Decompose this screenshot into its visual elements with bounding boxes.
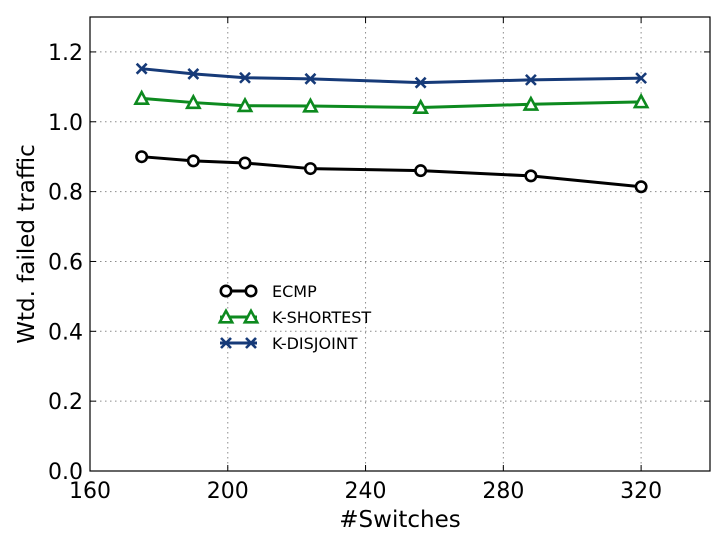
legend-marker-k-disjoint (245, 337, 257, 349)
plot-frame (89, 16, 711, 472)
legend-marker-ecmp (219, 284, 233, 298)
data-point-ecmp (238, 156, 252, 170)
y-tick-label: 1.2 (48, 41, 83, 66)
x-tick-label: 160 (69, 479, 111, 504)
legend-item-ecmp: ECMP (219, 282, 317, 301)
data-point-k-shortest (184, 93, 202, 110)
data-point-k-disjoint (304, 72, 317, 85)
y-axis-title: Wtd. failed traffic (14, 144, 40, 343)
data-point-ecmp (303, 162, 317, 176)
y-tick-label: 0.4 (48, 320, 83, 345)
legend-label-k-shortest: K-SHORTEST (272, 308, 371, 327)
x-tick-label: 280 (482, 479, 524, 504)
data-point-k-shortest (133, 89, 151, 105)
data-point-k-disjoint (414, 76, 427, 89)
legend: ECMP K-SHORTEST K-DISJOINT (217, 282, 371, 353)
legend-label-k-disjoint: K-DISJOINT (272, 334, 358, 353)
legend-item-k-shortest: K-SHORTEST (217, 308, 371, 327)
data-point-ecmp (414, 164, 428, 178)
legend-marker-k-shortest (242, 308, 260, 324)
data-point-k-shortest (632, 92, 650, 109)
data-point-k-disjoint (524, 73, 537, 86)
data-point-k-disjoint (239, 71, 251, 84)
data-point-k-shortest (522, 95, 540, 111)
legend-label-ecmp: ECMP (272, 282, 317, 301)
series-k-shortest (133, 89, 650, 115)
x-axis-title: #Switches (339, 507, 460, 533)
legend-marker-ecmp (244, 284, 258, 298)
data-point-k-shortest (302, 97, 319, 113)
legend-marker-k-shortest (217, 308, 235, 324)
legend-item-k-disjoint: K-DISJOINT (220, 334, 358, 353)
axis-ticks: 160 200 240 280 320 0.0 0.2 0.4 0.6 0.8 1.0 1.2 (48, 17, 710, 504)
y-tick-label: 0.6 (48, 250, 83, 275)
data-point-ecmp (135, 150, 149, 164)
y-tick-label: 0.0 (48, 460, 83, 485)
data-point-k-disjoint (187, 68, 200, 80)
x-tick-label: 320 (620, 479, 662, 504)
x-tick-label: 240 (345, 479, 387, 504)
y-tick-label: 0.8 (48, 181, 83, 206)
data-point-ecmp (634, 180, 648, 194)
data-point-k-disjoint (135, 62, 148, 75)
legend-marker-k-disjoint (220, 337, 232, 349)
x-tick-label: 200 (207, 479, 249, 504)
data-point-k-shortest (412, 98, 430, 115)
data-point-ecmp (524, 169, 538, 183)
plot-area (133, 62, 650, 194)
series-k-disjoint (135, 62, 648, 89)
data-point-k-shortest (236, 96, 254, 113)
series-ecmp (135, 150, 648, 194)
y-tick-label: 0.2 (48, 390, 83, 415)
data-point-ecmp (186, 154, 200, 168)
y-tick-label: 1.0 (48, 111, 83, 136)
data-point-k-disjoint (635, 72, 648, 85)
grid (90, 17, 710, 471)
